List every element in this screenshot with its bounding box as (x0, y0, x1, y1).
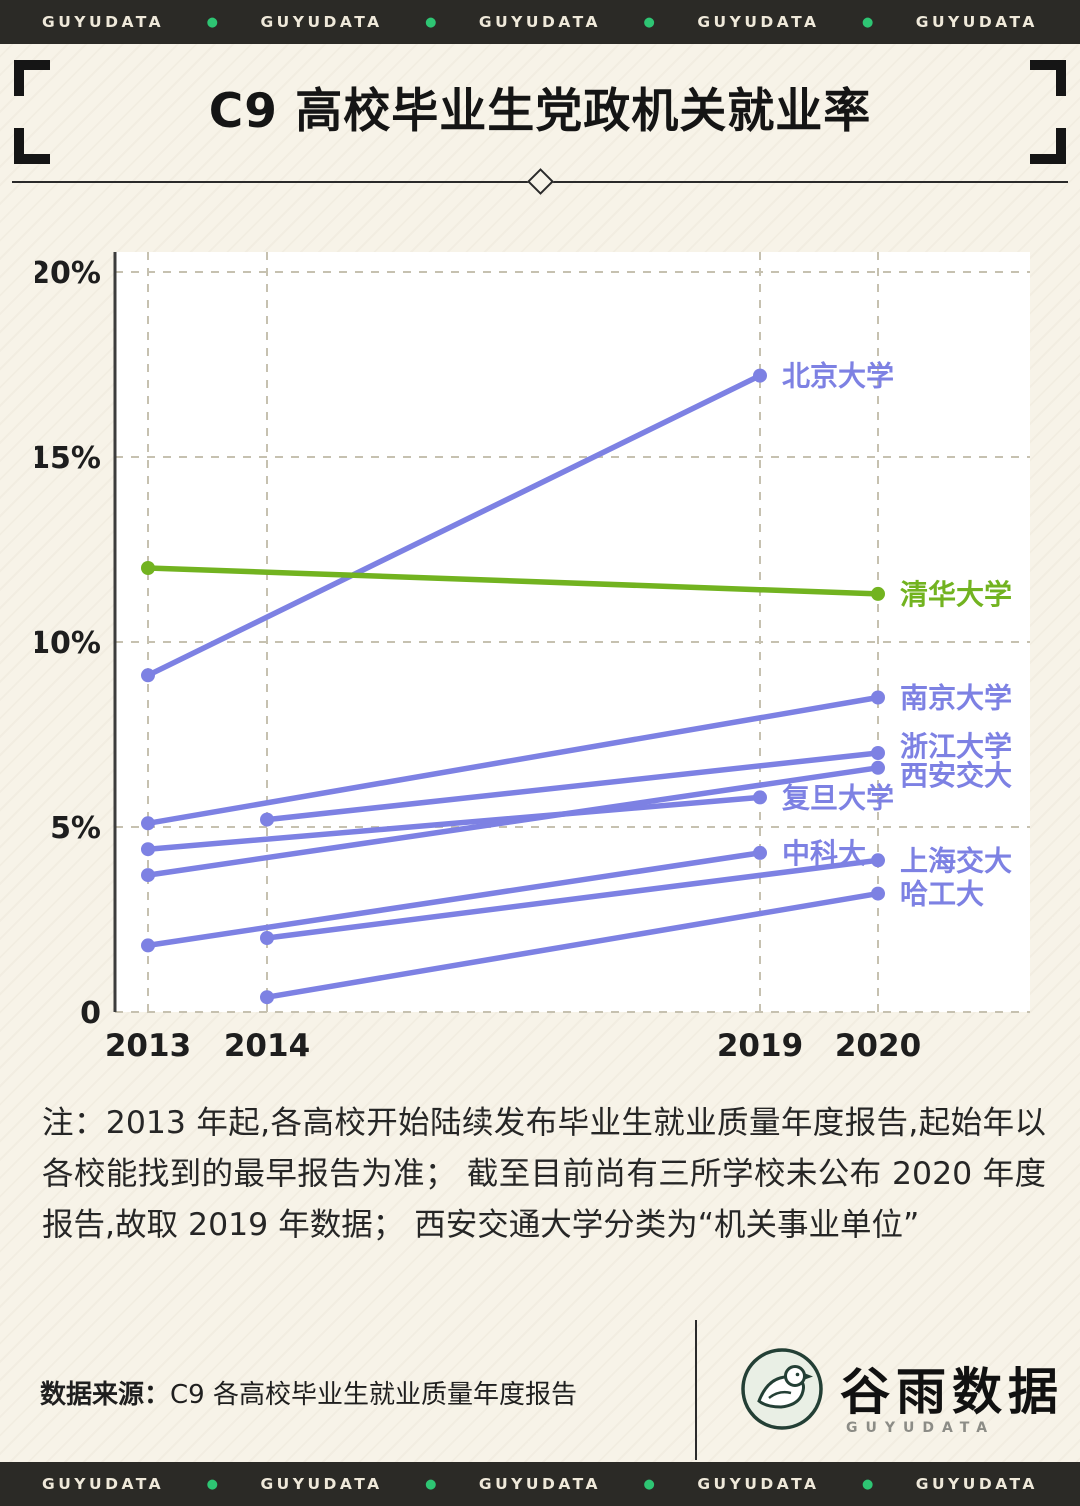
series-point-北京大学 (753, 368, 767, 383)
y-axis-tick-label: 20% (35, 256, 101, 291)
x-axis-tick-label: 2020 (835, 1028, 921, 1064)
series-point-上海交大 (260, 931, 274, 945)
series-point-复旦大学 (753, 790, 767, 805)
data-source-line: 数据来源：C9 各高校毕业生就业质量年度报告 (40, 1374, 577, 1411)
brand-dot-icon: ● (206, 1476, 218, 1492)
series-point-复旦大学 (141, 842, 155, 857)
series-label-北京大学: 北京大学 (782, 360, 894, 393)
series-point-清华大学 (141, 561, 155, 575)
brand-dot-icon: ● (425, 1476, 437, 1492)
y-axis-tick-label: 10% (35, 626, 101, 661)
top-brand-bar: GUYUDATA ● GUYUDATA ● GUYUDATA ● GUYUDATA ● GUYU… (0, 0, 1080, 44)
plot-background (115, 252, 1030, 1012)
data-source-label: 数据来源： (40, 1380, 171, 1410)
brand-wordmark: GUYUDATA (915, 1475, 1038, 1493)
series-point-浙江大学 (260, 812, 274, 827)
corner-bracket-bottom-left-icon (14, 128, 50, 164)
brand-wordmark: GUYUDATA (42, 1475, 165, 1493)
y-axis-tick-label: 15% (35, 441, 101, 476)
brand-dot-icon: ● (643, 1476, 655, 1492)
footer-vertical-divider (695, 1320, 697, 1460)
brand-wordmark: GUYUDATA (478, 1475, 602, 1493)
brand-dot-icon: ● (861, 14, 874, 30)
series-line-北京大学 (145, 372, 763, 679)
page-title: C9 高校毕业生党政机关就业率 (208, 84, 872, 139)
series-label-上海交大: 上海交大 (900, 844, 1012, 877)
employment-rate-line-chart: 0 5% 10% 15% 20% 2013 2014 2019 2020 北京大学清华大学南京大学… (29, 252, 1030, 1064)
diamond-divider-icon (527, 168, 554, 195)
series-point-西安交大 (141, 868, 155, 883)
series-point-南京大学 (871, 690, 885, 705)
brand-dot-icon: ● (861, 1476, 874, 1492)
corner-bracket-bottom-right-icon (1030, 128, 1066, 164)
brand-dot-icon: ● (643, 14, 655, 30)
series-line-浙江大学 (264, 750, 881, 823)
series-point-哈工大 (260, 990, 274, 1005)
x-axis-tick-label: 2019 (717, 1028, 803, 1064)
logo-subtext: GUYUDATA (846, 1420, 996, 1436)
brand-dot-icon: ● (425, 14, 437, 30)
series-label-哈工大: 哈工大 (900, 878, 984, 911)
brand-dot-icon: ● (206, 14, 218, 30)
brand-wordmark: GUYUDATA (260, 1475, 383, 1493)
brand-wordmark: GUYUDATA (260, 13, 383, 31)
series-line-南京大学 (145, 694, 881, 827)
corner-bracket-top-right-icon (1030, 60, 1066, 96)
data-source-text: C9 各高校毕业生就业质量年度报告 (170, 1380, 577, 1410)
series-point-中科大 (753, 845, 767, 860)
brand-wordmark: GUYUDATA (42, 13, 165, 31)
brand-wordmark: GUYUDATA (915, 13, 1038, 31)
x-axis-tick-label: 2013 (105, 1028, 191, 1064)
series-line-中科大 (145, 850, 763, 949)
brand-wordmark: GUYUDATA (478, 13, 602, 31)
guyudata-bird-logo-icon (741, 1348, 823, 1430)
y-axis-tick-label: 0 (80, 996, 101, 1031)
series-point-上海交大 (871, 853, 885, 868)
series-point-中科大 (141, 938, 155, 953)
bottom-brand-bar: GUYUDATA ● GUYUDATA ● GUYUDATA ● GUYUDATA ● GUYU… (0, 1462, 1080, 1506)
series-line-上海交大 (264, 857, 881, 941)
brand-wordmark: GUYUDATA (697, 1475, 820, 1493)
brand-wordmark: GUYUDATA (697, 13, 820, 31)
series-label-西安交大: 西安交大 (900, 759, 1012, 792)
corner-bracket-top-left-icon (14, 60, 50, 96)
series-label-浙江大学: 浙江大学 (900, 730, 1012, 763)
series-point-西安交大 (871, 760, 885, 775)
series-line-清华大学 (145, 565, 881, 597)
series-point-清华大学 (871, 586, 885, 601)
footnote-text: 注：2013 年起,各高校开始陆续发布毕业生就业质量年度报告,起始年以各校能找到… (42, 1105, 1046, 1244)
title-box: C9 高校毕业生党政机关就业率 (14, 60, 1066, 164)
series-point-浙江大学 (871, 746, 885, 760)
series-point-南京大学 (141, 816, 155, 831)
footer: 数据来源：C9 各高校毕业生就业质量年度报告 谷雨数据 GUYUDATA (0, 1318, 1080, 1462)
series-line-哈工大 (264, 890, 881, 1000)
x-axis-tick-label: 2014 (224, 1028, 310, 1064)
series-label-复旦大学: 复旦大学 (782, 781, 894, 814)
series-point-哈工大 (871, 886, 885, 901)
series-line-复旦大学 (145, 794, 763, 852)
series-line-西安交大 (145, 765, 881, 878)
logo-wordmark: 谷雨数据 (840, 1364, 1064, 1420)
series-point-北京大学 (141, 668, 155, 683)
series-label-清华大学: 清华大学 (900, 578, 1012, 611)
series-label-南京大学: 南京大学 (900, 682, 1012, 715)
y-axis-tick-label: 5% (50, 811, 101, 846)
chart-area: 0 5% 10% 15% 20% 2013 2014 2019 2020 北京大学清华大学南京大学… (29, 232, 1045, 1072)
